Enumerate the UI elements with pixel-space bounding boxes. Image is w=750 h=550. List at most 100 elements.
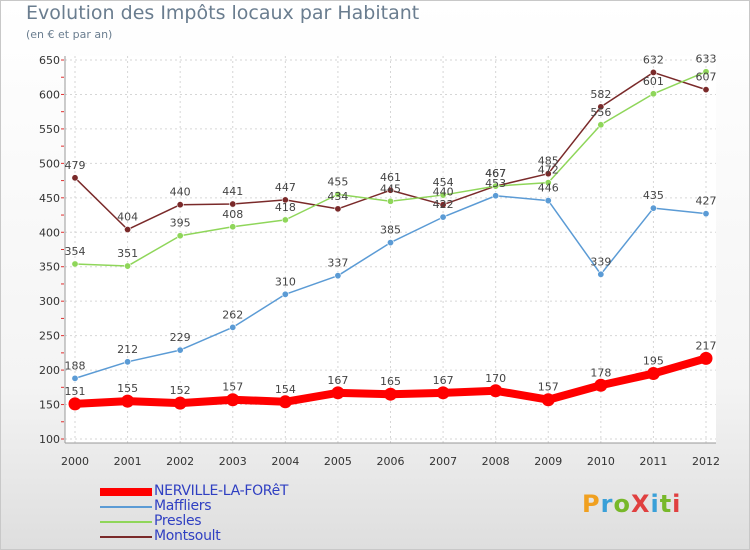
- data-label: 154: [275, 383, 296, 396]
- data-label: 339: [590, 255, 611, 268]
- data-label: 157: [222, 381, 243, 394]
- y-tick-label: 600: [39, 88, 60, 101]
- y-tick-label: 200: [39, 364, 60, 377]
- data-point: [702, 210, 710, 218]
- data-label: 467: [485, 167, 506, 180]
- data-label: 418: [275, 201, 296, 214]
- data-point: [229, 223, 237, 231]
- y-tick-label: 650: [39, 54, 60, 67]
- data-label: 445: [380, 182, 401, 195]
- x-tick-label: 2002: [166, 455, 194, 468]
- data-point: [384, 387, 397, 401]
- x-tick-label: 2011: [639, 455, 667, 468]
- data-label: 337: [327, 257, 348, 270]
- data-label: 408: [222, 208, 243, 221]
- data-label: 165: [380, 375, 401, 388]
- chart-subtitle: (en € et par an): [26, 28, 113, 41]
- data-point: [176, 201, 184, 209]
- data-point: [436, 386, 450, 400]
- data-point: [334, 205, 342, 213]
- y-tick-label: 300: [39, 295, 60, 308]
- data-label: 404: [117, 211, 138, 224]
- data-point: [544, 179, 552, 187]
- legend-label: Presles: [154, 513, 202, 529]
- data-point: [124, 262, 132, 270]
- chart-title: Evolution des Impôts locaux par Habitant: [26, 2, 420, 24]
- data-label: 351: [117, 247, 138, 260]
- logo-letter: P: [582, 490, 601, 518]
- data-point: [176, 346, 184, 354]
- x-tick-label: 2003: [219, 455, 247, 468]
- data-label: 446: [538, 182, 559, 195]
- y-tick-label: 500: [39, 157, 60, 170]
- data-point: [489, 384, 503, 398]
- data-point: [544, 170, 552, 178]
- data-point: [492, 182, 500, 190]
- y-tick-label: 150: [39, 399, 60, 412]
- data-point: [699, 351, 713, 365]
- data-point: [386, 186, 394, 194]
- x-tick-label: 2006: [377, 455, 405, 468]
- x-tick-label: 2004: [271, 455, 299, 468]
- data-label: 167: [433, 374, 454, 387]
- y-tick-label: 550: [39, 123, 60, 136]
- logo-letter: X: [630, 490, 651, 518]
- data-point: [71, 174, 79, 182]
- data-label: 556: [590, 106, 611, 119]
- data-label: 422: [433, 198, 454, 211]
- data-label: 485: [538, 155, 559, 168]
- data-point: [649, 90, 657, 98]
- legend-label: NERVILLE-LA-FORêT: [154, 483, 289, 499]
- logo-letter: o: [613, 490, 631, 518]
- y-tick-label: 350: [39, 261, 60, 274]
- y-tick-label: 250: [39, 330, 60, 343]
- x-tick-label: 2009: [534, 455, 562, 468]
- data-point: [594, 378, 608, 392]
- data-label: 354: [65, 245, 86, 258]
- data-point: [173, 396, 187, 410]
- data-label: 633: [696, 53, 717, 66]
- data-point: [124, 358, 132, 366]
- data-label: 178: [590, 366, 611, 379]
- x-tick-label: 2008: [482, 455, 510, 468]
- data-point: [439, 201, 447, 209]
- data-label: 607: [696, 71, 717, 84]
- data-label: 440: [433, 186, 454, 199]
- data-label: 262: [222, 308, 243, 321]
- data-point: [649, 68, 657, 76]
- data-label: 435: [643, 189, 664, 202]
- data-point: [124, 226, 132, 234]
- data-label: 395: [170, 217, 191, 230]
- data-point: [334, 190, 342, 198]
- data-point: [229, 200, 237, 208]
- logo-letter: i: [650, 490, 660, 518]
- data-label: 479: [65, 159, 86, 172]
- data-point: [544, 197, 552, 205]
- data-label: 385: [380, 224, 401, 237]
- data-point: [121, 394, 135, 408]
- data-point: [702, 68, 710, 76]
- data-label: 229: [170, 331, 191, 344]
- data-point: [71, 260, 79, 268]
- data-label: 188: [65, 359, 86, 372]
- data-label: 447: [275, 181, 296, 194]
- proxiti-logo: ProXiti: [582, 490, 681, 518]
- legend-label: Maffliers: [154, 498, 212, 514]
- legend-swatch: [100, 506, 152, 508]
- data-point: [541, 393, 555, 407]
- data-label: 167: [327, 374, 348, 387]
- x-tick-label: 2010: [587, 455, 615, 468]
- x-tick-label: 2000: [61, 455, 89, 468]
- data-label: 217: [696, 339, 717, 352]
- data-point: [226, 393, 240, 407]
- data-point: [597, 270, 605, 278]
- x-tick-label: 2005: [324, 455, 352, 468]
- data-label: 632: [643, 53, 664, 66]
- data-label: 461: [380, 171, 401, 184]
- data-label: 170: [485, 372, 506, 385]
- data-point: [281, 290, 289, 298]
- data-label: 310: [275, 275, 296, 288]
- data-point: [597, 121, 605, 129]
- data-label: 155: [117, 382, 138, 395]
